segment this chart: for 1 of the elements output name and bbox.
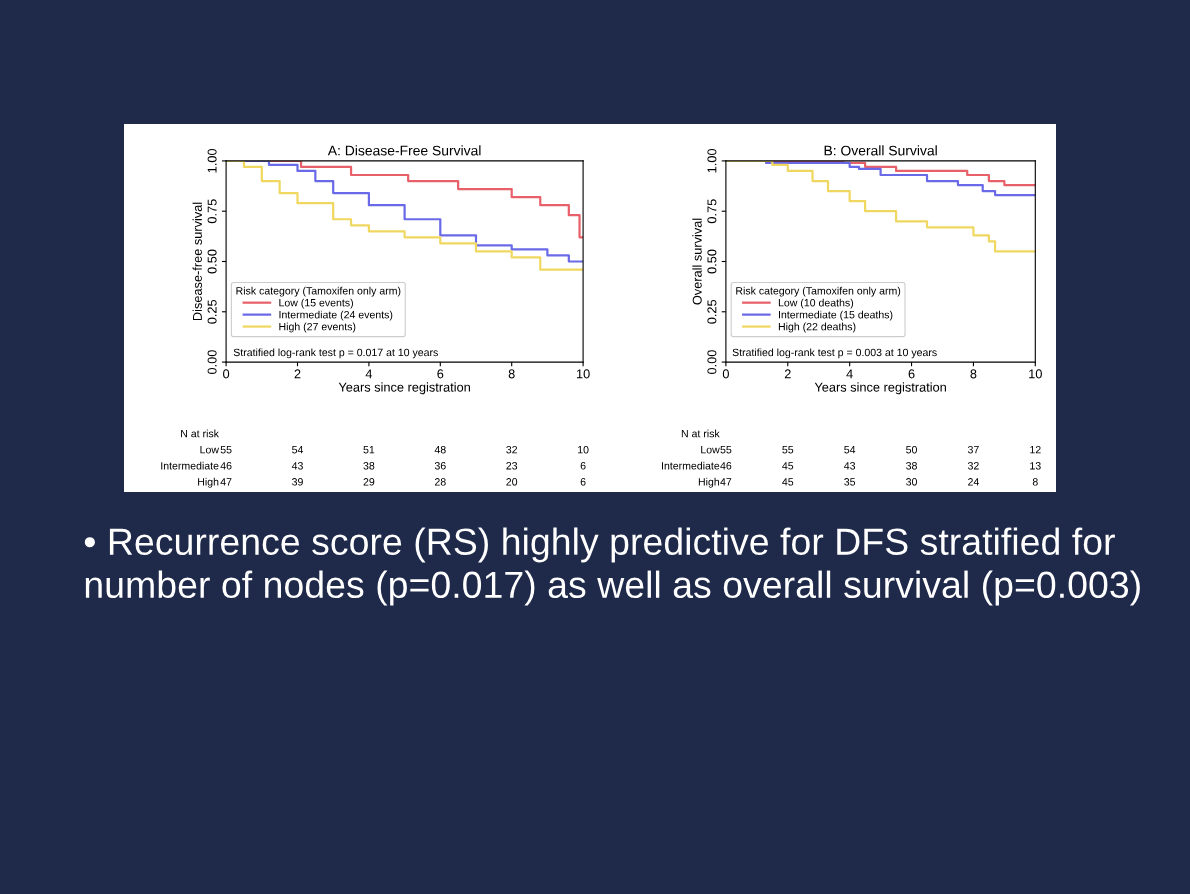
text: • Recurrence score (RS) highly predictive for DFS stratified for number of nodes (p=0.017) as well as overall survival (p=0.003)	[84, 527, 1140, 606]
